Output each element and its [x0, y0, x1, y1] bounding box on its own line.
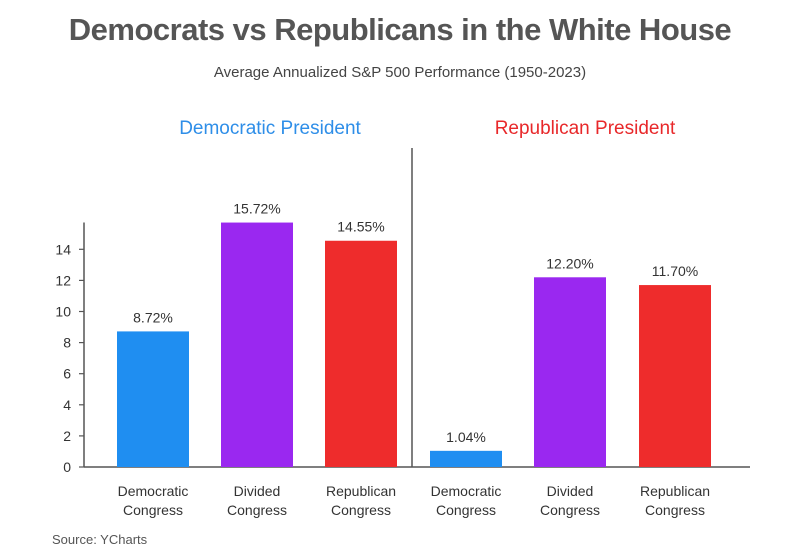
y-tick-label: 2 — [63, 428, 71, 444]
x-category-label: Democratic — [118, 483, 189, 499]
x-category-label: Congress — [645, 502, 705, 518]
x-category-label: Democratic — [431, 483, 502, 499]
bar-value-label: 11.70% — [652, 263, 698, 279]
source-note: Source: YCharts — [52, 532, 148, 547]
bar — [430, 450, 502, 467]
x-category-label: Congress — [331, 502, 391, 518]
y-tick-label: 4 — [63, 397, 71, 413]
x-category-label: Republican — [326, 483, 396, 499]
y-tick-label: 14 — [55, 241, 71, 257]
y-tick-label: 8 — [63, 335, 71, 351]
group-title-democratic-president: Democratic President — [179, 118, 361, 139]
x-category-label: Congress — [436, 502, 496, 518]
bar-value-label: 1.04% — [446, 429, 486, 445]
x-category-label: Republican — [640, 483, 710, 499]
bar-value-label: 8.72% — [133, 309, 173, 325]
x-category-label: Congress — [540, 502, 600, 518]
y-tick-label: 10 — [55, 304, 71, 320]
y-tick-label: 6 — [63, 366, 71, 382]
y-tick-label: 12 — [55, 272, 71, 288]
bar-value-label: 15.72% — [233, 201, 280, 217]
x-category-label: Congress — [123, 502, 183, 518]
bar — [325, 240, 397, 467]
x-category-label: Divided — [547, 483, 594, 499]
bar-value-label: 12.20% — [546, 255, 593, 271]
chart-title: Democrats vs Republicans in the White Ho… — [68, 12, 732, 47]
chart-subtitle: Average Annualized S&P 500 Performance (… — [213, 64, 587, 81]
x-category-label: Divided — [234, 483, 281, 499]
bar — [534, 277, 606, 467]
bar — [639, 285, 711, 467]
y-tick-label: 0 — [63, 459, 71, 475]
bar — [221, 222, 293, 467]
bar — [117, 331, 189, 467]
x-category-label: Congress — [227, 502, 287, 518]
bar-value-label: 14.55% — [337, 219, 384, 235]
group-title-republican-president: Republican President — [494, 118, 676, 139]
